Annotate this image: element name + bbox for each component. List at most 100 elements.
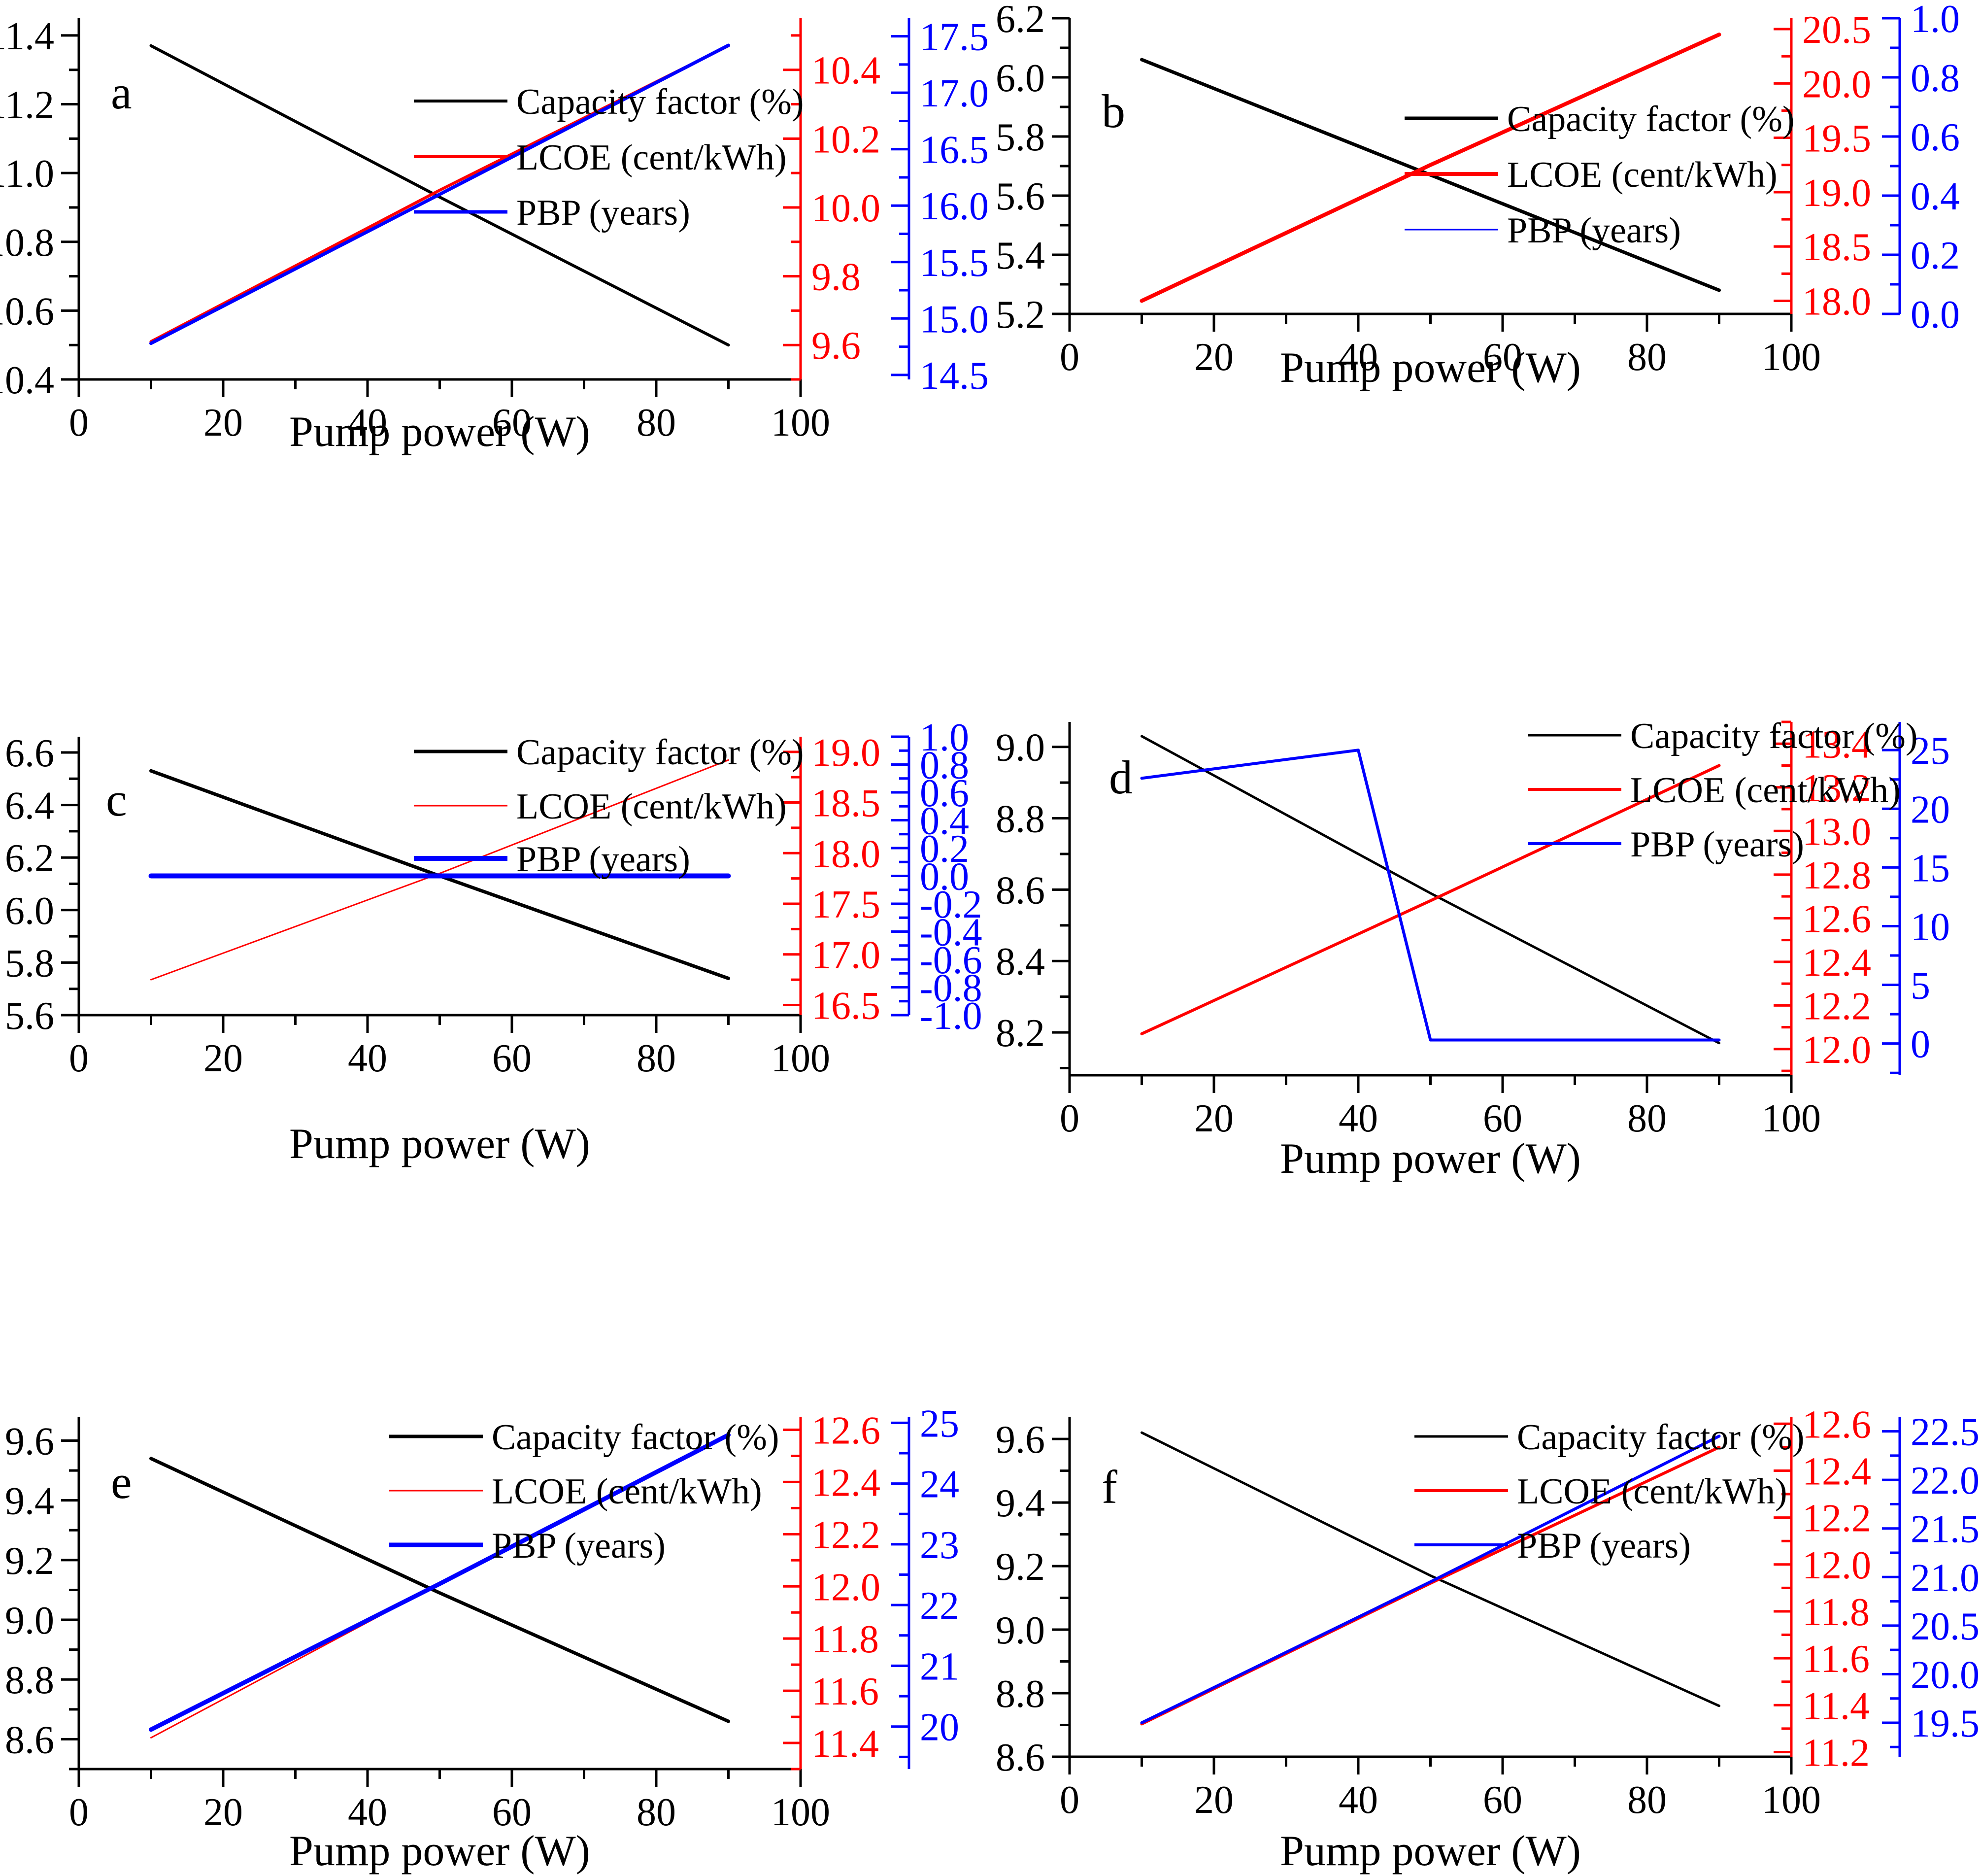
far-tick-label: 15.5 <box>920 241 989 285</box>
panel-f-chart: 8.6 8.8 9.0 9.2 9.4 9.6 0 20 40 60 80 100 Pump power… <box>996 1403 1980 1875</box>
left-tick-label: 8.8 <box>5 1659 54 1702</box>
legend-label: Capacity factor (%) <box>492 1417 779 1458</box>
right-tick-label: 12.2 <box>811 1513 880 1557</box>
panel-a-chart: 10.4 10.6 10.8 11.0 11.2 11.4 0 20 40 60 80 100 Pump… <box>0 15 989 456</box>
panel-letter: a <box>111 66 132 119</box>
x-tick-label: 20 <box>203 401 243 444</box>
left-tick-label: 9.6 <box>996 1418 1045 1462</box>
right-tick-label: 19.0 <box>811 731 880 775</box>
right-tick-label: 12.0 <box>1802 1028 1871 1072</box>
right-tick-label: 17.0 <box>811 934 880 977</box>
legend-label: Capacity factor (%) <box>1507 99 1794 139</box>
far-tick-label: -0.2 <box>920 883 982 926</box>
left-tick-label: 11.2 <box>0 84 54 127</box>
right-tick-label: 18.0 <box>1802 280 1871 324</box>
series-line-capacity <box>1141 1431 1720 1707</box>
far-tick-label: 20.5 <box>1911 1605 1980 1648</box>
legend-label: LCOE (cent/kWh) <box>516 137 787 178</box>
far-tick-label: -0.4 <box>920 911 982 955</box>
right-tick-label: 12.6 <box>1802 897 1871 941</box>
right-tick-label: 12.4 <box>1802 941 1871 985</box>
right-tick-label: 12.8 <box>1802 854 1871 897</box>
far-tick-label: 21 <box>920 1645 959 1688</box>
series-line-capacity <box>149 44 730 347</box>
panel-f: 8.6 8.8 9.0 9.2 9.4 9.6 0 20 40 60 80 100 Pump power… <box>991 1399 1981 1876</box>
x-tick-label: 0 <box>1060 1778 1079 1822</box>
right-tick-label: 11.8 <box>1802 1591 1870 1634</box>
far-tick-label: 22 <box>920 1584 959 1628</box>
left-tick-label: 9.6 <box>5 1420 54 1463</box>
far-tick-label: 5 <box>1911 964 1930 1008</box>
far-tick-label: -0.6 <box>920 939 982 982</box>
left-tick-label: 9.0 <box>996 726 1045 770</box>
far-tick-label: 25 <box>920 1402 959 1445</box>
far-tick-label: 1.0 <box>1911 0 1960 41</box>
right-tick-label: 12.6 <box>1802 1403 1871 1446</box>
x-tick-label: 0 <box>69 1791 89 1834</box>
panel-e: 8.6 8.8 9.0 9.2 9.4 9.6 0 20 40 60 80 100 Pump power… <box>0 1399 990 1876</box>
series-line-pbp <box>1140 749 1721 1042</box>
right-tick-label: 10.0 <box>811 187 880 230</box>
legend-label: LCOE (cent/kWh) <box>1517 1471 1787 1512</box>
left-tick-label: 11.0 <box>0 152 54 196</box>
x-tick-label: 100 <box>771 401 830 444</box>
legend-label: Capacity factor (%) <box>1517 1417 1804 1458</box>
right-tick-label: 18.5 <box>1802 226 1871 269</box>
far-tick-label: 0.0 <box>1911 293 1960 337</box>
left-tick-label: 6.6 <box>5 732 54 775</box>
right-tick-label: 19.0 <box>1802 171 1871 215</box>
right-tick-label: 11.8 <box>811 1618 879 1661</box>
x-tick-label: 60 <box>1483 1097 1522 1140</box>
legend-label: Capacity factor (%) <box>516 732 804 773</box>
right-tick-label: 13.2 <box>1802 767 1871 810</box>
right-tick-label: 12.2 <box>1802 1497 1871 1540</box>
legend-label: PBP (years) <box>1630 824 1804 865</box>
left-tick-label: 5.6 <box>5 994 54 1038</box>
far-tick-label: 0.2 <box>1911 234 1960 277</box>
legend-label: LCOE (cent/kWh) <box>516 786 787 827</box>
left-tick-label: 8.6 <box>996 1736 1045 1779</box>
far-tick-label: 0.0 <box>920 855 969 899</box>
legend-label: PBP (years) <box>516 839 690 880</box>
far-tick-label: 17.5 <box>920 16 989 59</box>
x-tick-label: 60 <box>492 1037 532 1080</box>
right-tick-label: 12.0 <box>1802 1544 1871 1587</box>
panel-letter: b <box>1102 85 1125 137</box>
series-line-capacity <box>1141 735 1720 1045</box>
left-tick-label: 9.2 <box>996 1545 1045 1589</box>
right-tick-label: 12.0 <box>811 1566 880 1609</box>
x-tick-label: 60 <box>492 401 532 444</box>
x-tick-label: 20 <box>203 1791 243 1834</box>
right-tick-label: 11.2 <box>1802 1731 1870 1774</box>
far-tick-label: -1.0 <box>920 994 982 1038</box>
right-tick-label: 18.0 <box>811 832 880 876</box>
left-tick-label: 8.4 <box>996 940 1045 984</box>
far-tick-label: 23 <box>920 1524 959 1567</box>
far-tick-label: 0.6 <box>1911 116 1960 159</box>
left-tick-label: 6.2 <box>996 0 1045 41</box>
right-tick-label: 20.5 <box>1802 8 1871 52</box>
x-tick-label: 0 <box>69 401 89 444</box>
far-tick-label: 15 <box>1911 847 1950 890</box>
x-tick-label: 80 <box>637 1037 676 1080</box>
legend-label: PBP (years) <box>492 1526 666 1566</box>
left-tick-label: 8.8 <box>996 1672 1045 1716</box>
left-tick-label: 5.8 <box>5 942 54 985</box>
series-line-lcoe <box>1140 33 1721 303</box>
right-tick-label: 12.2 <box>1802 985 1871 1028</box>
right-tick-label: 11.4 <box>811 1722 879 1766</box>
left-tick-label: 9.2 <box>5 1539 54 1583</box>
far-tick-label: 19.5 <box>1911 1702 1980 1745</box>
x-tick-label: 40 <box>1339 1778 1378 1822</box>
panel-b-chart: 5.2 5.4 5.6 5.8 6.0 6.2 0 20 40 60 80 100 Pump power… <box>996 0 1960 392</box>
right-tick-label: 12.4 <box>811 1461 880 1504</box>
left-tick-label: 5.8 <box>996 116 1045 159</box>
right-tick-label: 18.5 <box>811 782 880 825</box>
left-tick-label: 8.8 <box>996 798 1045 841</box>
x-axis-title: Pump power (W) <box>289 1827 590 1875</box>
right-tick-label: 19.5 <box>1802 117 1871 161</box>
x-tick-label: 20 <box>1194 1097 1234 1140</box>
panel-letter: c <box>106 773 127 826</box>
series-line-lcoe <box>150 759 729 981</box>
